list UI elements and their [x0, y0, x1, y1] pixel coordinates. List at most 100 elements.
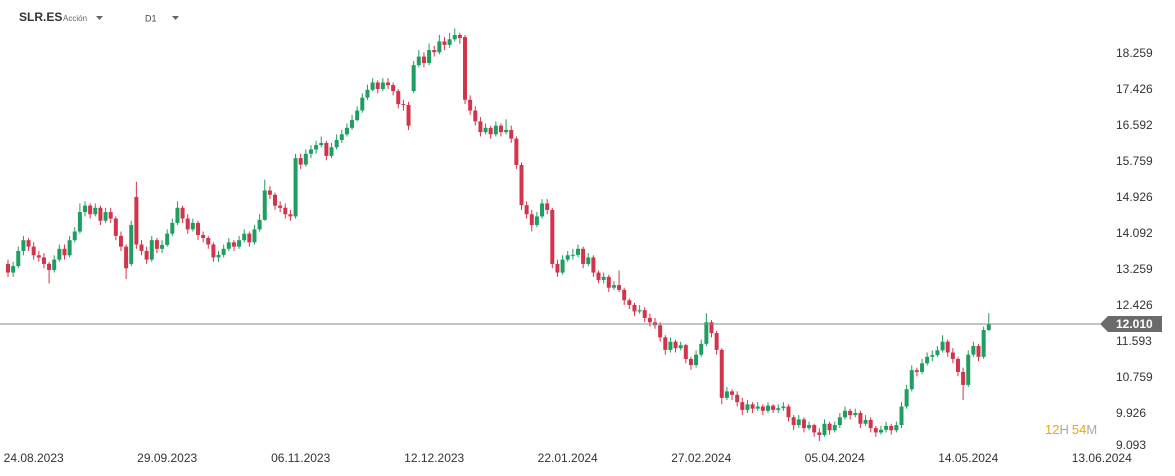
candle-body — [226, 242, 231, 249]
candle-body — [62, 248, 67, 256]
candle-body — [401, 104, 406, 106]
candle-body — [303, 153, 308, 165]
candle-body — [863, 419, 868, 424]
candle-body — [190, 222, 195, 230]
candle-body — [252, 229, 257, 243]
candle-body — [334, 139, 339, 148]
dropdown-caret[interactable] — [172, 16, 179, 20]
timeframe[interactable]: D1 — [145, 13, 157, 23]
candle-body — [370, 82, 375, 90]
countdown-hours: 12 — [1045, 422, 1059, 437]
candle-body — [339, 134, 344, 140]
candle-body — [817, 432, 822, 436]
candle-body — [247, 233, 252, 243]
candle-body — [740, 402, 745, 410]
candle-body — [586, 257, 591, 264]
candle-body — [416, 56, 421, 66]
y-tick-label: 14.092 — [1116, 226, 1153, 240]
candle-body — [360, 97, 365, 111]
candle-body — [873, 428, 878, 433]
candle-body — [98, 207, 103, 221]
candle-body — [801, 419, 806, 429]
candle-body — [473, 110, 478, 122]
candle-body — [827, 423, 832, 431]
candle-body — [627, 300, 632, 305]
candle-body — [776, 408, 781, 410]
candle-body — [529, 214, 534, 226]
countdown-minutes-unit: M — [1086, 422, 1097, 437]
dropdown-caret[interactable] — [96, 16, 103, 20]
candle-body — [909, 370, 914, 390]
candle-body — [11, 266, 16, 273]
candle-body — [411, 65, 416, 92]
candle-body — [88, 205, 93, 215]
candle-body — [955, 358, 960, 372]
candle-body — [514, 138, 519, 165]
candle-body — [427, 50, 432, 64]
candle-body — [262, 190, 267, 220]
toolbar[interactable]: SLR.ES Acción D1 — [19, 10, 179, 24]
candle-body — [606, 276, 611, 288]
candle-body — [575, 248, 580, 255]
x-tick-label: 24.08.2023 — [4, 451, 64, 465]
x-tick-label: 29.09.2023 — [137, 451, 197, 465]
y-tick-label: 10.759 — [1116, 370, 1153, 384]
candle-body — [714, 333, 719, 350]
candle-body — [709, 322, 714, 334]
candle-body — [113, 218, 118, 236]
y-tick-label: 12.426 — [1116, 298, 1153, 312]
x-tick-label: 13.06.2024 — [1072, 451, 1132, 465]
candle-body — [622, 289, 627, 301]
candle-body — [781, 406, 786, 409]
candle-body — [971, 346, 976, 355]
candle-body — [278, 205, 283, 208]
candle-body — [889, 425, 894, 431]
candle-body — [673, 341, 678, 349]
candle-body — [519, 164, 524, 206]
candle-body — [858, 412, 863, 424]
countdown: 12H 54M — [1045, 422, 1097, 437]
candle-body — [298, 158, 303, 165]
candle-body — [457, 34, 462, 38]
candle-body — [72, 231, 77, 241]
candles — [6, 28, 991, 442]
candle-body — [550, 209, 555, 264]
candle-body — [704, 322, 709, 344]
candle-body — [642, 310, 647, 318]
candle-body — [288, 214, 293, 217]
candle-body — [273, 194, 278, 206]
candle-body — [57, 248, 62, 260]
candle-body — [668, 341, 673, 350]
candle-body — [16, 250, 21, 267]
last-price-label: 12.010 — [1116, 317, 1153, 331]
candle-body — [678, 345, 683, 349]
candle-body — [745, 404, 750, 410]
candle-body — [216, 254, 221, 258]
candle-body — [391, 85, 396, 92]
x-tick-label: 05.04.2024 — [805, 451, 865, 465]
candle-body — [930, 355, 935, 357]
y-tick-label: 17.426 — [1116, 82, 1153, 96]
symbol[interactable]: SLR.ES — [19, 10, 62, 24]
candle-body — [201, 234, 206, 239]
candle-body — [601, 276, 606, 280]
candle-body — [904, 389, 909, 407]
candle-body — [534, 216, 539, 226]
countdown-hours-unit: H — [1059, 422, 1068, 437]
candle-body — [935, 350, 940, 356]
candle-body — [663, 337, 668, 350]
candle-body — [165, 233, 170, 245]
candle-body — [293, 158, 298, 217]
candle-body — [699, 343, 704, 355]
candle-body — [555, 263, 560, 273]
candle-body — [375, 82, 380, 89]
countdown-minutes: 54 — [1072, 422, 1086, 437]
candle-body — [21, 240, 26, 251]
candle-body — [478, 121, 483, 133]
candle-body — [498, 125, 503, 133]
x-tick-label: 06.11.2023 — [271, 451, 330, 465]
candle-body — [442, 41, 447, 45]
candle-body — [211, 244, 216, 258]
